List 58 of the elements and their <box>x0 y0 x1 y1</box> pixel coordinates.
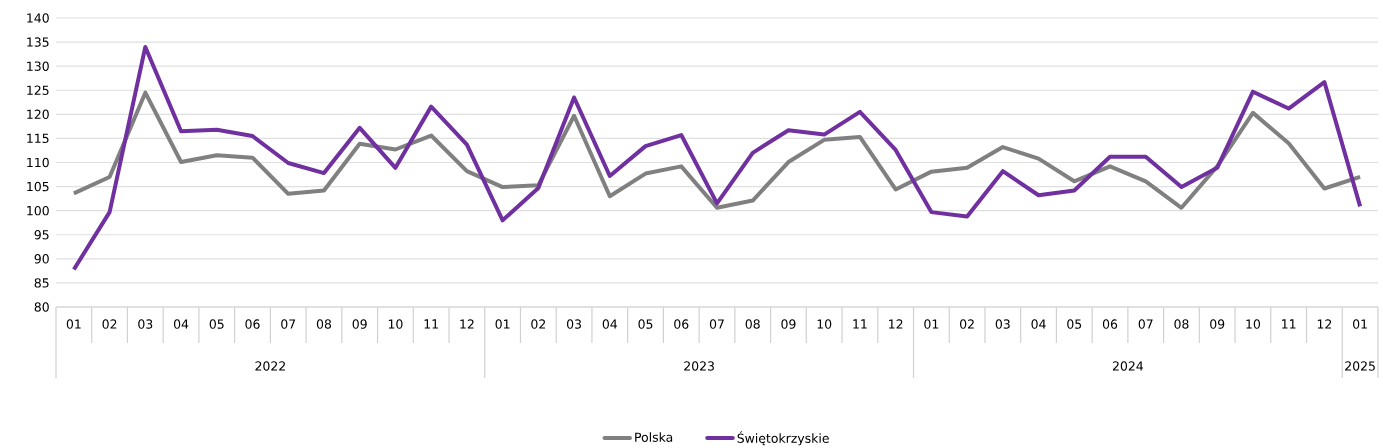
x-tick-label: 06 <box>245 319 260 329</box>
x-tick-label: 08 <box>316 319 332 329</box>
x-tick-label: 02 <box>960 319 974 329</box>
x-tick-label: 05 <box>1067 319 1082 329</box>
x-tick-label: 09 <box>352 319 367 329</box>
x-tick-label: 07 <box>281 319 296 329</box>
x-tick-label: 03 <box>995 319 1010 329</box>
y-tick-label: 110 <box>27 157 49 168</box>
text: 2024 <box>1112 361 1144 371</box>
y-tick-label: 90 <box>34 254 49 264</box>
x-tick-label: 04 <box>1031 319 1046 329</box>
x-tick-label: 08 <box>1174 319 1189 329</box>
x-tick-label: 12 <box>889 319 903 329</box>
line-series <box>71 90 1363 210</box>
x-tick-label: 12 <box>1317 319 1332 329</box>
x-tick-label: 09 <box>1210 319 1225 329</box>
x-tick-label: 07 <box>709 319 724 329</box>
x-tick-label: 10 <box>1246 319 1261 329</box>
legend-label: Świętokrzyskie <box>737 431 829 446</box>
x-tick-label: 02 <box>102 319 117 329</box>
x-tick-label: 06 <box>1102 319 1118 329</box>
x-tick-label: 05 <box>209 319 224 329</box>
y-tick-label: 85 <box>34 278 49 288</box>
x-tick-label: 01 <box>495 319 510 329</box>
text: 2023 <box>684 361 714 371</box>
y-tick-label: 130 <box>27 61 49 71</box>
x-tick-label: 11 <box>424 319 438 329</box>
y-tick-label: 80 <box>34 302 49 312</box>
y-tick-label: 100 <box>27 205 49 216</box>
x-tick-label: 10 <box>817 319 832 329</box>
x-tick-label: 07 <box>1138 319 1153 329</box>
y-tick-label: 140 <box>27 13 49 23</box>
x-tick-label: 08 <box>745 319 760 329</box>
y-tick-label: 125 <box>27 85 49 95</box>
x-tick-label: 09 <box>781 319 796 329</box>
x-tick-label: 06 <box>674 319 689 329</box>
y-tick-label: 95 <box>34 230 49 240</box>
x-tick-label: 12 <box>460 319 474 329</box>
x-tick-label: 01 <box>66 319 81 329</box>
x-tick-label: 03 <box>138 319 153 329</box>
text: 2025 <box>1345 361 1375 371</box>
text: 2022 <box>255 361 285 371</box>
x-tick-label: 01 <box>1353 319 1367 329</box>
x-tick-label: 10 <box>388 319 403 329</box>
x-tick-label: 01 <box>924 319 939 329</box>
x-tick-label: 05 <box>638 319 653 329</box>
x-tick-label: 03 <box>566 319 581 329</box>
legend-label: Polska <box>635 432 673 442</box>
x-tick-label: 11 <box>853 319 867 329</box>
line-series <box>71 44 1363 272</box>
x-tick-label: 04 <box>602 319 618 329</box>
x-tick-label: 02 <box>531 319 546 329</box>
y-tick-label: 105 <box>27 181 49 192</box>
y-tick-label: 115 <box>27 133 49 144</box>
x-tick-label: 11 <box>1282 319 1296 329</box>
x-tick-label: 04 <box>173 319 189 329</box>
y-tick-label: 135 <box>27 37 49 47</box>
y-tick-label: 120 <box>27 109 49 120</box>
